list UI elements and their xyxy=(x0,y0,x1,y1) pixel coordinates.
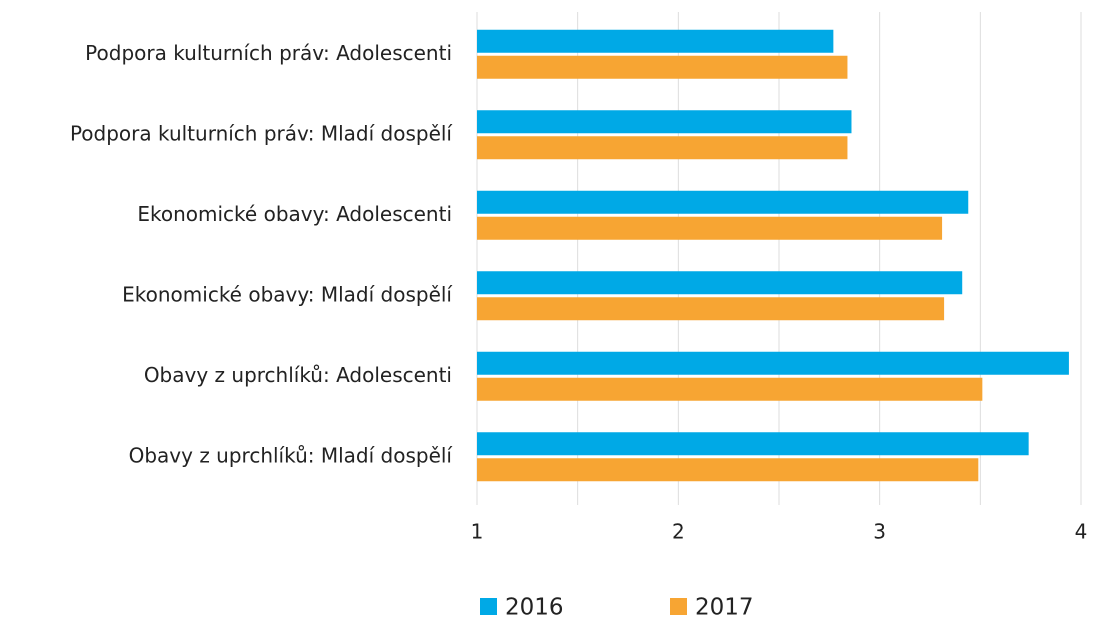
y-tick-label: Obavy z uprchlíků: Adolescenti xyxy=(144,363,452,387)
bar xyxy=(477,271,963,295)
bar xyxy=(477,377,983,401)
legend-label: 2016 xyxy=(505,595,564,619)
y-tick-label: Ekonomické obavy: Mladí dospělí xyxy=(122,282,453,306)
y-tick-label: Podpora kulturních práv: Mladí dospělí xyxy=(70,121,453,145)
bar xyxy=(477,55,848,79)
x-tick-label: 2 xyxy=(672,520,685,544)
legend-label: 2017 xyxy=(695,595,754,619)
bar xyxy=(477,351,1069,375)
bar xyxy=(477,432,1029,456)
x-tick-label: 4 xyxy=(1075,520,1088,544)
bar xyxy=(477,216,943,240)
legend-swatch xyxy=(670,598,687,615)
x-tick-label: 3 xyxy=(873,520,886,544)
bar xyxy=(477,110,852,134)
y-tick-label: Podpora kulturních práv: Adolescenti xyxy=(85,41,452,65)
bar xyxy=(477,136,848,160)
x-tick-label: 1 xyxy=(471,520,484,544)
y-tick-label: Ekonomické obavy: Adolescenti xyxy=(137,202,452,226)
bar xyxy=(477,458,979,482)
y-tick-label: Obavy z uprchlíků: Mladí dospělí xyxy=(129,443,454,467)
bar xyxy=(477,190,969,214)
bar xyxy=(477,297,945,321)
bar xyxy=(477,29,834,53)
legend-swatch xyxy=(480,598,497,615)
